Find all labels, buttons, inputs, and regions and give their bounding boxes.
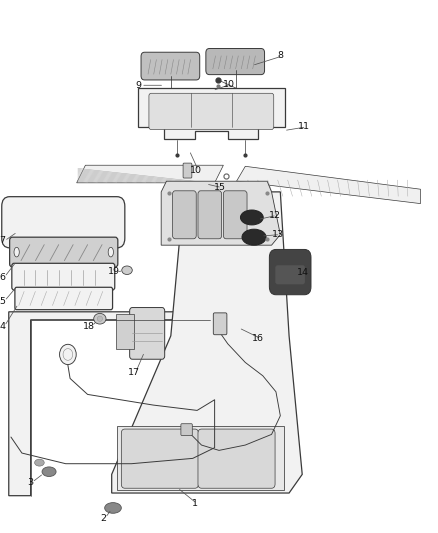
Polygon shape — [161, 181, 280, 245]
FancyBboxPatch shape — [206, 49, 265, 75]
Ellipse shape — [63, 349, 73, 360]
FancyBboxPatch shape — [198, 429, 275, 488]
Text: 6: 6 — [0, 273, 5, 281]
FancyBboxPatch shape — [173, 191, 196, 239]
Polygon shape — [116, 314, 134, 349]
Polygon shape — [117, 426, 284, 490]
Text: 16: 16 — [252, 334, 265, 343]
Text: 7: 7 — [0, 237, 5, 245]
FancyBboxPatch shape — [213, 313, 227, 335]
Text: 14: 14 — [297, 269, 309, 277]
FancyBboxPatch shape — [276, 265, 305, 284]
Text: 15: 15 — [214, 183, 226, 192]
FancyBboxPatch shape — [10, 237, 118, 267]
Text: 18: 18 — [83, 322, 95, 330]
Text: 9: 9 — [136, 81, 142, 90]
FancyBboxPatch shape — [141, 52, 200, 80]
Polygon shape — [138, 88, 285, 139]
Text: 4: 4 — [0, 322, 5, 330]
Text: 19: 19 — [108, 268, 120, 276]
Ellipse shape — [122, 266, 132, 274]
Ellipse shape — [94, 313, 106, 324]
FancyBboxPatch shape — [2, 197, 125, 248]
FancyBboxPatch shape — [269, 249, 311, 295]
FancyBboxPatch shape — [198, 191, 222, 239]
Ellipse shape — [242, 229, 266, 245]
FancyBboxPatch shape — [149, 93, 274, 130]
Text: 12: 12 — [268, 211, 281, 220]
Text: 2: 2 — [100, 514, 106, 522]
Ellipse shape — [42, 467, 56, 477]
Ellipse shape — [105, 503, 121, 513]
Polygon shape — [112, 192, 302, 493]
Polygon shape — [237, 166, 420, 204]
Ellipse shape — [35, 459, 44, 466]
Text: 3: 3 — [27, 478, 33, 487]
Ellipse shape — [97, 316, 102, 321]
Ellipse shape — [60, 344, 76, 365]
Polygon shape — [9, 312, 219, 496]
FancyBboxPatch shape — [121, 429, 198, 488]
FancyBboxPatch shape — [130, 308, 165, 359]
Text: 17: 17 — [127, 368, 140, 376]
FancyBboxPatch shape — [183, 163, 192, 178]
Text: 8: 8 — [277, 52, 283, 60]
Ellipse shape — [240, 210, 263, 225]
FancyBboxPatch shape — [223, 191, 247, 239]
Text: 1: 1 — [192, 499, 198, 508]
Ellipse shape — [108, 247, 113, 257]
Polygon shape — [77, 165, 223, 183]
Text: 10: 10 — [190, 166, 202, 175]
Text: 11: 11 — [298, 123, 311, 131]
Text: 13: 13 — [272, 230, 284, 239]
Text: 5: 5 — [0, 297, 5, 305]
FancyBboxPatch shape — [15, 287, 113, 310]
FancyBboxPatch shape — [12, 263, 115, 290]
FancyBboxPatch shape — [181, 424, 192, 435]
Ellipse shape — [14, 247, 19, 257]
Text: 10: 10 — [223, 80, 235, 88]
